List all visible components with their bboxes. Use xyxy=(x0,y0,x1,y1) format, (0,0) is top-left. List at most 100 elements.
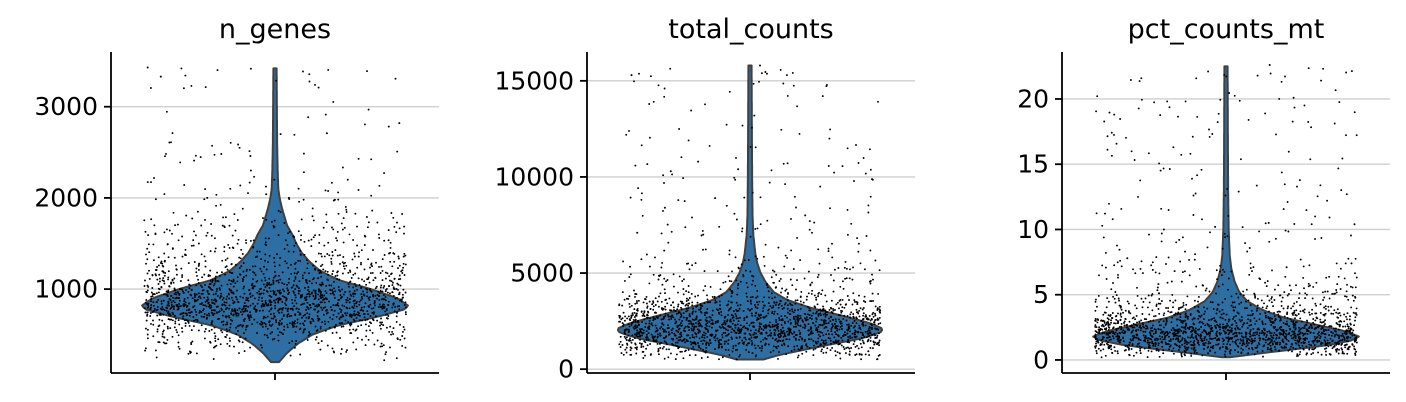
pct-counts-mt-point xyxy=(1176,324,1179,327)
total-counts-point xyxy=(786,316,788,319)
n-genes-point xyxy=(185,214,188,217)
total-counts-point xyxy=(878,310,881,313)
pct-counts-mt-point xyxy=(1312,285,1315,288)
total-counts-point xyxy=(687,285,690,287)
total-counts-point xyxy=(699,323,702,326)
total-counts-point xyxy=(721,333,724,336)
pct-counts-mt-point xyxy=(1227,340,1230,343)
total-counts-point xyxy=(796,236,799,239)
n-genes-point xyxy=(314,305,317,308)
n-genes-outlier-point xyxy=(279,133,282,136)
n-genes-point xyxy=(323,320,326,323)
pct-counts-mt-point xyxy=(1175,329,1177,331)
total-counts-point xyxy=(687,304,690,307)
total-counts-point xyxy=(689,315,692,318)
total-counts-point xyxy=(647,327,650,330)
total-counts-point xyxy=(762,338,765,341)
total-counts-point xyxy=(796,356,799,359)
n-genes-point xyxy=(202,315,205,318)
total-counts-point xyxy=(731,338,734,340)
n-genes-point xyxy=(256,255,259,258)
n-genes-point xyxy=(369,296,371,299)
total-counts-point xyxy=(731,270,733,273)
total-counts-point xyxy=(869,346,872,349)
n-genes-point xyxy=(167,318,170,321)
pct-counts-mt-point xyxy=(1207,319,1210,322)
n-genes-point xyxy=(146,291,148,294)
total-counts-point xyxy=(870,323,873,326)
n-genes-point xyxy=(301,277,304,280)
n-genes-point xyxy=(383,254,386,256)
n-genes-point xyxy=(153,293,156,296)
n-genes-point xyxy=(246,314,249,317)
pct-counts-mt-point xyxy=(1221,337,1224,340)
total-counts-point xyxy=(806,295,808,298)
n-genes-point xyxy=(395,320,398,323)
n-genes-point xyxy=(276,289,279,292)
n-genes-point xyxy=(389,325,392,328)
n-genes-point xyxy=(329,288,332,291)
n-genes-point xyxy=(349,323,351,326)
total-counts-point xyxy=(634,346,637,349)
n-genes-point xyxy=(334,290,337,293)
total-counts-point xyxy=(631,322,634,325)
n-genes-point xyxy=(404,263,407,266)
n-genes-point xyxy=(376,319,379,322)
n-genes-point xyxy=(399,277,402,280)
pct-counts-mt-point xyxy=(1312,332,1315,334)
n-genes-point xyxy=(178,299,181,302)
n-genes-point xyxy=(336,230,339,233)
total-counts-point xyxy=(834,350,837,353)
n-genes-point xyxy=(149,308,152,311)
pct-counts-mt-point xyxy=(1184,308,1187,311)
n-genes-point xyxy=(171,232,173,235)
total-counts-point xyxy=(758,315,761,318)
n-genes-point xyxy=(222,320,225,323)
total-counts-point xyxy=(702,348,704,351)
pct-counts-mt-point xyxy=(1184,312,1187,315)
total-counts-point xyxy=(672,344,675,347)
n-genes-point xyxy=(147,243,150,246)
pct-counts-mt-point xyxy=(1185,324,1188,327)
pct-counts-mt-point xyxy=(1148,233,1150,236)
n-genes-point xyxy=(182,291,185,294)
n-genes-point xyxy=(153,307,156,310)
total-counts-point xyxy=(744,327,747,329)
total-counts-point xyxy=(688,313,691,315)
n-genes-point xyxy=(352,341,355,344)
n-genes-point xyxy=(235,314,238,317)
n-genes-point xyxy=(360,249,363,252)
pct-counts-mt-point xyxy=(1138,342,1140,345)
total-counts-point xyxy=(858,309,861,312)
n-genes-point xyxy=(206,314,208,317)
n-genes-point xyxy=(243,332,245,335)
n-genes-point xyxy=(371,318,374,321)
n-genes-point xyxy=(269,283,272,286)
n-genes-point xyxy=(215,204,218,207)
pct-counts-mt-point xyxy=(1289,345,1292,348)
total-counts-point xyxy=(680,350,683,353)
total-counts-point xyxy=(656,333,659,336)
total-counts-point xyxy=(706,356,709,359)
total-counts-point xyxy=(845,267,848,270)
pct-counts-mt-point xyxy=(1154,345,1157,348)
n-genes-point xyxy=(153,177,155,179)
total-counts-point xyxy=(874,314,877,317)
total-counts-point xyxy=(746,286,749,289)
pct-counts-mt-point xyxy=(1350,234,1352,237)
total-counts-point xyxy=(780,330,783,333)
n-genes-point xyxy=(331,273,334,275)
n-genes-point xyxy=(401,330,404,333)
total-counts-point xyxy=(840,344,843,347)
n-genes-point xyxy=(229,141,232,144)
total-counts-point xyxy=(845,277,848,280)
n-genes-point xyxy=(335,331,338,334)
n-genes-point xyxy=(149,87,152,89)
n-genes-point xyxy=(352,328,355,331)
pct-counts-mt-point xyxy=(1216,121,1219,124)
pct-counts-mt-point xyxy=(1145,318,1148,321)
total-counts-point xyxy=(677,312,680,314)
n-genes-point xyxy=(293,133,296,136)
pct-counts-mt-point xyxy=(1162,352,1165,355)
n-genes-point xyxy=(379,272,382,274)
